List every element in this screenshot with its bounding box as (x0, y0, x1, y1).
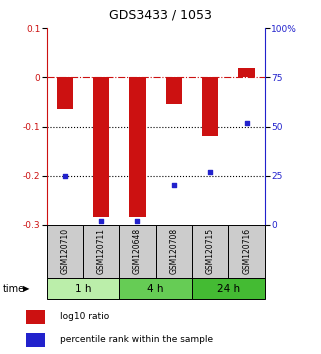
Bar (202, 78, 218, 136)
Point (244, 120, 249, 125)
Point (135, 218, 140, 224)
Text: percentile rank within the sample: percentile rank within the sample (60, 335, 213, 344)
Text: 1 h: 1 h (75, 284, 91, 293)
Bar (93, 78, 109, 217)
Text: GSM120708: GSM120708 (169, 228, 178, 274)
Bar (26, 310, 46, 324)
Bar (192, 278, 265, 299)
Text: time: time (3, 284, 25, 293)
Bar (239, 68, 255, 78)
Text: GDS3433 / 1053: GDS3433 / 1053 (109, 8, 212, 21)
Text: GSM120716: GSM120716 (242, 228, 251, 274)
Text: GSM120648: GSM120648 (133, 228, 142, 274)
Bar (47, 225, 83, 278)
Bar (156, 225, 192, 278)
Text: log10 ratio: log10 ratio (60, 312, 109, 321)
Text: GSM120711: GSM120711 (97, 228, 106, 274)
Bar (129, 78, 146, 217)
Point (171, 183, 177, 188)
Point (99, 218, 104, 224)
Bar (119, 278, 192, 299)
Text: GSM120710: GSM120710 (60, 228, 69, 274)
Bar (47, 278, 119, 299)
Point (62, 173, 67, 178)
Text: 24 h: 24 h (217, 284, 240, 293)
Bar (26, 333, 46, 347)
Bar (192, 225, 229, 278)
Text: 4 h: 4 h (147, 284, 164, 293)
Point (208, 169, 213, 175)
Bar (229, 225, 265, 278)
Text: GSM120715: GSM120715 (206, 228, 215, 274)
Text: ▶: ▶ (23, 284, 30, 293)
Bar (166, 78, 182, 104)
Bar (83, 225, 119, 278)
Bar (56, 78, 73, 109)
Bar (119, 225, 156, 278)
